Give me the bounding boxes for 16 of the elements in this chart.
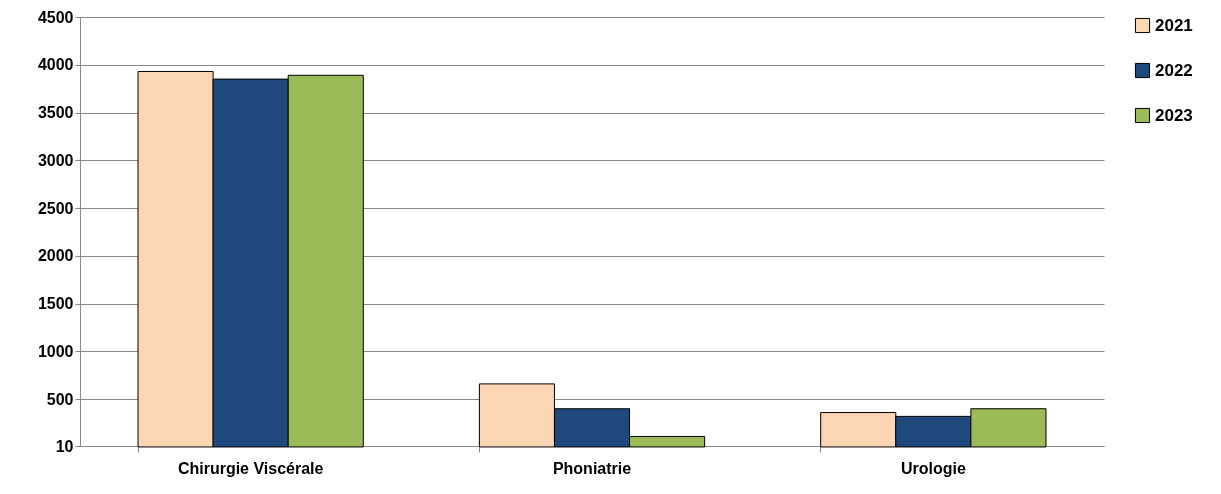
y-tick-label: 500 [46,390,74,408]
y-tick-label: 10 [55,437,74,455]
y-tick-label: 3500 [37,104,74,122]
y-tick-label: 3000 [37,151,74,169]
x-tick-label: Phoniatrie [552,459,632,477]
y-tick-label: 4000 [37,56,74,74]
y-tick-label: 4500 [37,8,74,26]
x-tick-label: Urologie [900,459,966,477]
legend-label: 2022 [1155,60,1193,80]
y-tick-label: 1000 [37,342,74,360]
y-tick-label: 2000 [37,247,74,265]
y-tick-label: 1500 [37,295,74,313]
legend-label: 2021 [1155,15,1193,35]
legend-label: 2023 [1155,105,1193,125]
y-tick-label: 2500 [37,199,74,217]
x-tick-label: Chirurgie Viscérale [177,459,324,477]
